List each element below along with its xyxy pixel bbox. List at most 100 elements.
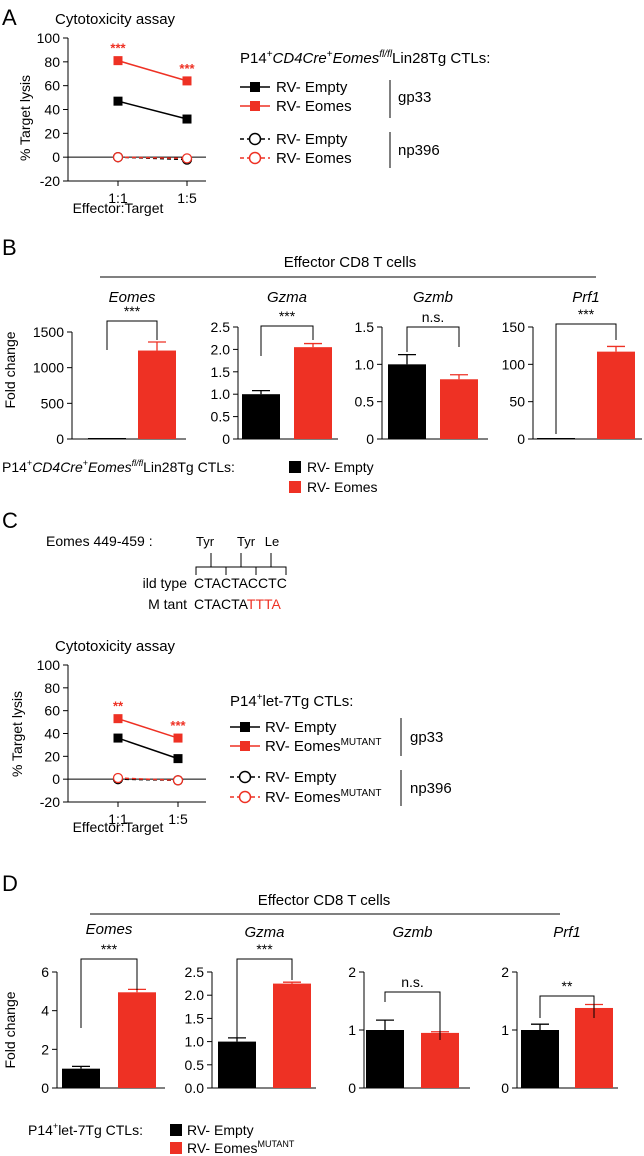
y-tick-label: 0.5 <box>355 394 375 410</box>
x-tick-label: 1:1 <box>108 190 128 206</box>
panel-a-legend-item-eomes: RV- Eomes <box>240 98 352 115</box>
panel-d: D Effector CD8 T cells Fold change Eomes… <box>2 871 618 1156</box>
significance-label: *** <box>179 61 195 76</box>
svg-text:RV- EomesMUTANT: RV- EomesMUTANT <box>265 737 382 755</box>
significance-label: *** <box>256 941 273 957</box>
data-point <box>112 772 124 784</box>
filled-square-marker-icon <box>250 101 260 111</box>
bar <box>421 1032 459 1088</box>
x-tick-label: 1:5 <box>168 811 188 827</box>
panel-a-legend-item-eomes-np396: RV- Eomes <box>240 150 352 167</box>
y-tick-label: 1500 <box>33 324 64 340</box>
data-point <box>182 114 192 124</box>
data-point <box>113 714 123 724</box>
y-tick-label: 0.0 <box>185 1080 205 1096</box>
y-tick-label: 0 <box>222 431 230 447</box>
panel-a-x-axis-label: Effector:Target <box>73 200 164 216</box>
panel-c-legend-item-eomes-mutant-np396: RV- EomesMUTANT <box>230 788 382 806</box>
bar <box>88 438 126 439</box>
svg-text:RV- Eomes: RV- Eomes <box>276 98 352 115</box>
y-tick-label: 150 <box>502 319 526 335</box>
bar <box>366 1030 404 1088</box>
panel-c-x-axis-label: Effector:Target <box>73 819 164 835</box>
series-line <box>117 737 179 760</box>
bar <box>118 992 156 1088</box>
y-tick-label: 1.0 <box>355 356 375 372</box>
panel-a-label: A <box>2 5 17 30</box>
svg-text:RV- Empty: RV- Empty <box>265 769 337 786</box>
svg-text:RV- Eomes: RV- Eomes <box>276 150 352 167</box>
sequence-label: Eomes 449-459 : <box>46 533 153 549</box>
panel-b-legend-item-eomes: RV- Eomes <box>307 479 378 495</box>
panel-c-legend-group-gp33: gp33 <box>410 729 443 746</box>
mutant-sequence: CTACTATTTA <box>194 596 282 612</box>
y-tick-label: 1 <box>501 1022 509 1038</box>
bar-chart-title: Gzma <box>244 924 284 941</box>
bar-chart-prf1: Prf1 150 100 50 0 *** <box>502 289 642 447</box>
y-tick-label: 1 <box>348 1022 356 1038</box>
panel-b-y-axis-label: Fold change <box>2 331 18 408</box>
panel-d-legend-swatch-eomes-mutant <box>170 1142 182 1154</box>
series-line <box>117 717 179 739</box>
panel-b-label: B <box>2 235 17 260</box>
bar <box>575 1007 613 1088</box>
bar <box>521 1030 559 1088</box>
significance-label: *** <box>279 308 296 324</box>
open-circle-marker-icon <box>248 132 262 146</box>
bar <box>273 983 311 1088</box>
bar <box>537 438 575 439</box>
data-point <box>173 754 183 764</box>
panel-b-bar-charts: Eomes150010005000***Gzma2.52.01.51.00.50… <box>33 289 642 447</box>
significance-bracket <box>555 323 617 434</box>
y-tick-label: 2 <box>348 964 356 980</box>
open-circle-marker-icon <box>238 790 252 804</box>
significance-label: n.s. <box>401 974 424 990</box>
panel-d-legend-swatch-empty <box>170 1124 182 1136</box>
y-tick-label: 2.0 <box>211 341 231 357</box>
open-circle-marker-icon <box>238 770 252 784</box>
bar-chart-eomes: Eomes 6 4 2 0 *** <box>41 921 165 1096</box>
significance-label: *** <box>170 718 186 733</box>
y-tick-label: 0 <box>501 1080 509 1096</box>
bar-chart-eomes: Eomes 1500 1000 500 0 *** <box>33 289 186 447</box>
mutant-label: M tant <box>148 596 187 612</box>
bar <box>388 364 426 439</box>
panel-d-label: D <box>2 871 18 896</box>
panel-c-legend-title: P14+let-7Tg CTLs: <box>230 692 353 710</box>
wild-type-sequence: CTACTACCTC <box>194 575 287 591</box>
y-tick-label: 1.5 <box>185 1010 205 1026</box>
y-tick-label: 1000 <box>33 360 64 376</box>
panel-d-legend-title: P14+let-7Tg CTLs: <box>28 1121 143 1138</box>
y-tick-label: 20 <box>44 748 60 764</box>
bar-chart-gzmb: Gzmb 2 1 0 n.s. <box>348 924 470 1096</box>
bar-chart-title: Gzmb <box>413 289 453 306</box>
panel-a-legend-item-empty-np396: RV- Empty <box>240 131 348 148</box>
y-tick-label: 80 <box>44 680 60 696</box>
significance-bracket <box>384 991 441 1040</box>
bar <box>294 347 332 439</box>
panel-b: B Effector CD8 T cells Fold change Eomes… <box>2 235 642 495</box>
y-tick-label: 100 <box>502 356 526 372</box>
bar-chart-gzma: Gzma 2.5 2.0 1.5 1.0 0.5 0 *** <box>211 289 338 447</box>
y-tick-label: 0 <box>41 1080 49 1096</box>
y-tick-label: 0.5 <box>185 1057 205 1073</box>
bar <box>440 379 478 439</box>
bar-chart-title: Gzma <box>267 289 307 306</box>
series-line <box>117 156 188 161</box>
significance-label: *** <box>101 941 118 957</box>
y-tick-label: 60 <box>44 703 60 719</box>
svg-text:RV- Empty: RV- Empty <box>265 719 337 736</box>
y-tick-label: 1.0 <box>185 1034 205 1050</box>
y-tick-label: 2.5 <box>211 319 231 335</box>
panel-d-y-axis-label: Fold change <box>2 991 18 1068</box>
codon-label-2: Tyr <box>237 534 256 549</box>
y-tick-label: 6 <box>41 964 49 980</box>
bar-chart-title: Prf1 <box>553 924 581 941</box>
significance-bracket <box>106 320 158 350</box>
svg-text:RV- EomesMUTANT: RV- EomesMUTANT <box>265 788 382 806</box>
y-tick-label: 0 <box>366 431 374 447</box>
data-point <box>113 56 123 66</box>
significance-label: n.s. <box>422 309 445 325</box>
